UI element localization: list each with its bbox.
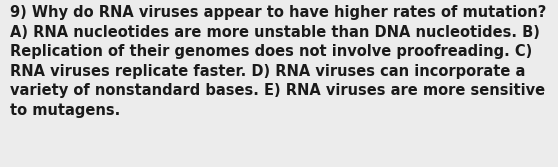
Text: 9) Why do RNA viruses appear to have higher rates of mutation?
A) RNA nucleotide: 9) Why do RNA viruses appear to have hig…	[10, 5, 546, 118]
